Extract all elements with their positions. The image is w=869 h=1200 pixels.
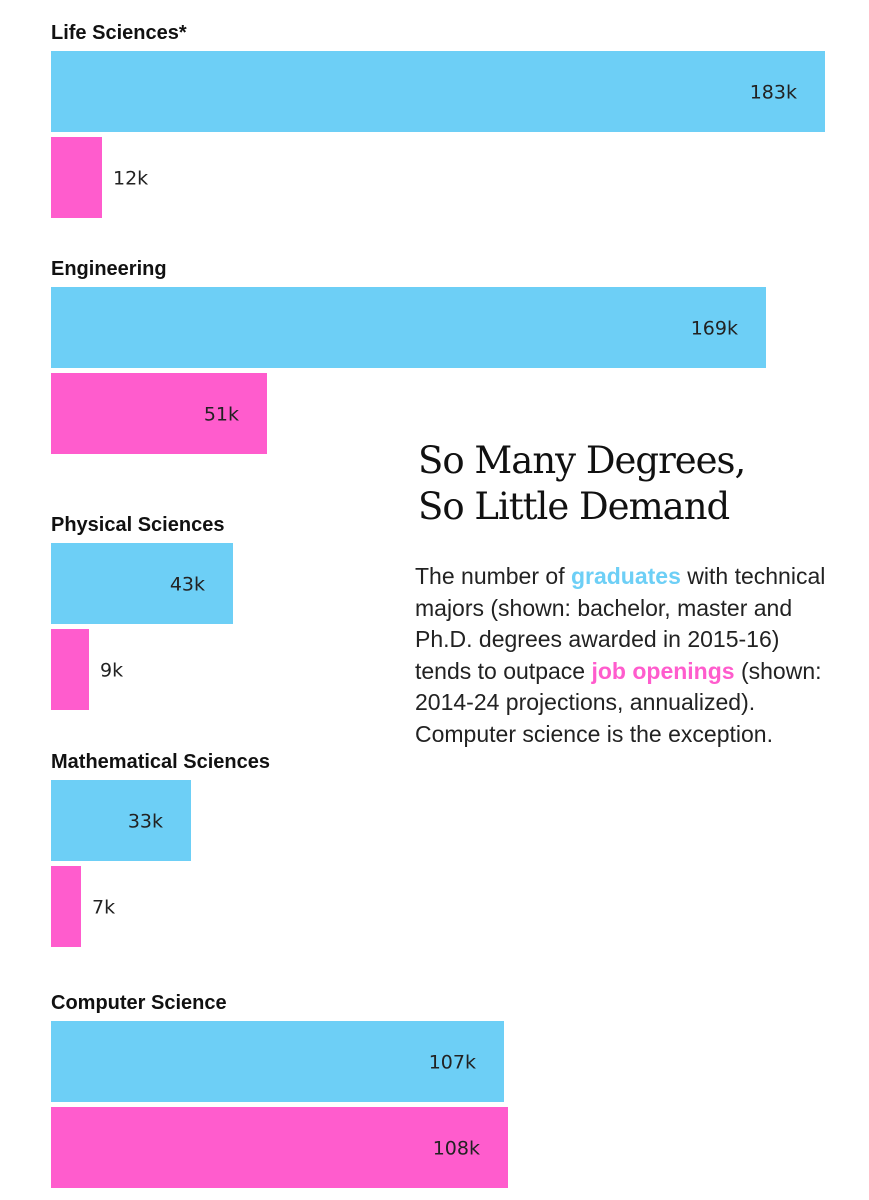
category-label-physical-sciences: Physical Sciences bbox=[51, 514, 224, 536]
value-label-graduates-mathematical-sciences: 33k bbox=[128, 811, 163, 833]
value-label-job-openings-computer-science: 108k bbox=[433, 1138, 480, 1160]
description-part-1: The number of bbox=[415, 563, 571, 589]
value-label-job-openings-physical-sciences: 9k bbox=[100, 660, 123, 682]
bar-job-openings-mathematical-sciences bbox=[51, 866, 81, 947]
chart-title: So Many Degrees, So Little Demand bbox=[418, 438, 838, 530]
value-label-graduates-computer-science: 107k bbox=[429, 1052, 476, 1074]
job-openings-highlight: job openings bbox=[591, 657, 735, 684]
chart-description: The number of graduates with technical m… bbox=[415, 561, 835, 750]
graduates-highlight: graduates bbox=[570, 563, 681, 589]
value-label-graduates-engineering: 169k bbox=[691, 318, 738, 340]
description-part-3: (shown: 2014-24 projections, annualized)… bbox=[415, 657, 822, 747]
value-label-graduates-life-sciences: 183k bbox=[750, 82, 797, 104]
bar-job-openings-computer-science bbox=[51, 1107, 508, 1188]
bar-job-openings-engineering bbox=[51, 373, 267, 454]
chart-title-line-1: So Many Degrees, bbox=[418, 439, 746, 482]
value-label-graduates-physical-sciences: 43k bbox=[170, 574, 205, 596]
category-label-mathematical-sciences: Mathematical Sciences bbox=[51, 751, 270, 773]
bar-graduates-life-sciences bbox=[51, 51, 825, 132]
value-label-job-openings-engineering: 51k bbox=[204, 404, 239, 426]
value-label-job-openings-life-sciences: 12k bbox=[113, 168, 148, 190]
bar-graduates-engineering bbox=[51, 287, 766, 368]
bar-job-openings-life-sciences bbox=[51, 137, 102, 218]
bar-graduates-computer-science bbox=[51, 1021, 504, 1102]
bar-job-openings-physical-sciences bbox=[51, 629, 89, 710]
category-label-computer-science: Computer Science bbox=[51, 992, 227, 1014]
chart-title-line-2: So Little Demand bbox=[418, 485, 730, 528]
category-label-life-sciences: Life Sciences* bbox=[51, 22, 187, 44]
bar-graduates-mathematical-sciences bbox=[51, 780, 191, 861]
description-part-2: with technical majors (shown: bachelor, … bbox=[415, 563, 826, 684]
bar-graduates-physical-sciences bbox=[51, 543, 233, 624]
category-label-engineering: Engineering bbox=[51, 258, 167, 280]
value-label-job-openings-mathematical-sciences: 7k bbox=[92, 897, 115, 919]
